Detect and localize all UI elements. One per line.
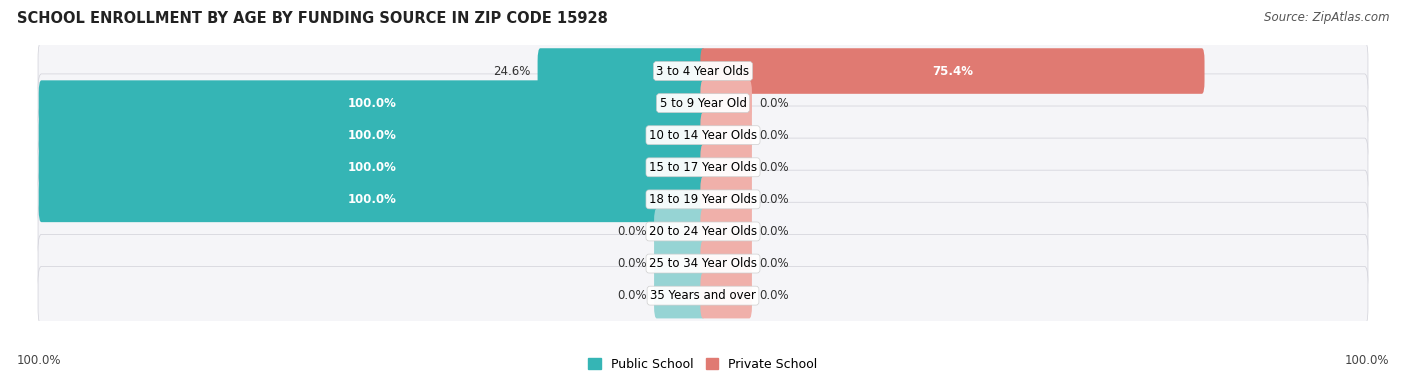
Legend: Public School, Private School: Public School, Private School [583, 353, 823, 376]
FancyBboxPatch shape [39, 177, 706, 222]
Text: 0.0%: 0.0% [759, 97, 789, 110]
FancyBboxPatch shape [39, 81, 706, 126]
FancyBboxPatch shape [39, 112, 706, 158]
Text: 0.0%: 0.0% [759, 129, 789, 142]
Text: 35 Years and over: 35 Years and over [650, 289, 756, 302]
FancyBboxPatch shape [38, 106, 1368, 164]
FancyBboxPatch shape [654, 209, 706, 254]
Text: Source: ZipAtlas.com: Source: ZipAtlas.com [1264, 11, 1389, 24]
FancyBboxPatch shape [700, 241, 752, 286]
FancyBboxPatch shape [700, 177, 752, 222]
Text: 0.0%: 0.0% [759, 225, 789, 238]
Text: 0.0%: 0.0% [617, 225, 647, 238]
FancyBboxPatch shape [38, 234, 1368, 293]
Text: 0.0%: 0.0% [617, 289, 647, 302]
Text: 75.4%: 75.4% [932, 65, 973, 77]
FancyBboxPatch shape [700, 144, 752, 190]
FancyBboxPatch shape [700, 209, 752, 254]
Text: 25 to 34 Year Olds: 25 to 34 Year Olds [650, 257, 756, 270]
Text: 0.0%: 0.0% [759, 257, 789, 270]
FancyBboxPatch shape [38, 170, 1368, 229]
Text: SCHOOL ENROLLMENT BY AGE BY FUNDING SOURCE IN ZIP CODE 15928: SCHOOL ENROLLMENT BY AGE BY FUNDING SOUR… [17, 11, 607, 26]
Text: 15 to 17 Year Olds: 15 to 17 Year Olds [650, 161, 756, 174]
Text: 100.0%: 100.0% [17, 354, 62, 367]
Text: 5 to 9 Year Old: 5 to 9 Year Old [659, 97, 747, 110]
Text: 3 to 4 Year Olds: 3 to 4 Year Olds [657, 65, 749, 77]
FancyBboxPatch shape [654, 273, 706, 318]
Text: 0.0%: 0.0% [759, 289, 789, 302]
Text: 10 to 14 Year Olds: 10 to 14 Year Olds [650, 129, 756, 142]
FancyBboxPatch shape [38, 202, 1368, 261]
Text: 18 to 19 Year Olds: 18 to 19 Year Olds [650, 193, 756, 206]
Text: 0.0%: 0.0% [759, 161, 789, 174]
Text: 0.0%: 0.0% [759, 193, 789, 206]
FancyBboxPatch shape [38, 266, 1368, 325]
FancyBboxPatch shape [39, 144, 706, 190]
FancyBboxPatch shape [38, 74, 1368, 132]
Text: 100.0%: 100.0% [347, 129, 396, 142]
Text: 24.6%: 24.6% [494, 65, 530, 77]
Text: 20 to 24 Year Olds: 20 to 24 Year Olds [650, 225, 756, 238]
Text: 100.0%: 100.0% [347, 97, 396, 110]
FancyBboxPatch shape [38, 42, 1368, 100]
FancyBboxPatch shape [654, 241, 706, 286]
FancyBboxPatch shape [700, 112, 752, 158]
Text: 100.0%: 100.0% [347, 193, 396, 206]
FancyBboxPatch shape [700, 81, 752, 126]
Text: 100.0%: 100.0% [1344, 354, 1389, 367]
FancyBboxPatch shape [700, 48, 1205, 94]
Text: 0.0%: 0.0% [617, 257, 647, 270]
FancyBboxPatch shape [537, 48, 706, 94]
Text: 100.0%: 100.0% [347, 161, 396, 174]
FancyBboxPatch shape [700, 273, 752, 318]
FancyBboxPatch shape [38, 138, 1368, 197]
